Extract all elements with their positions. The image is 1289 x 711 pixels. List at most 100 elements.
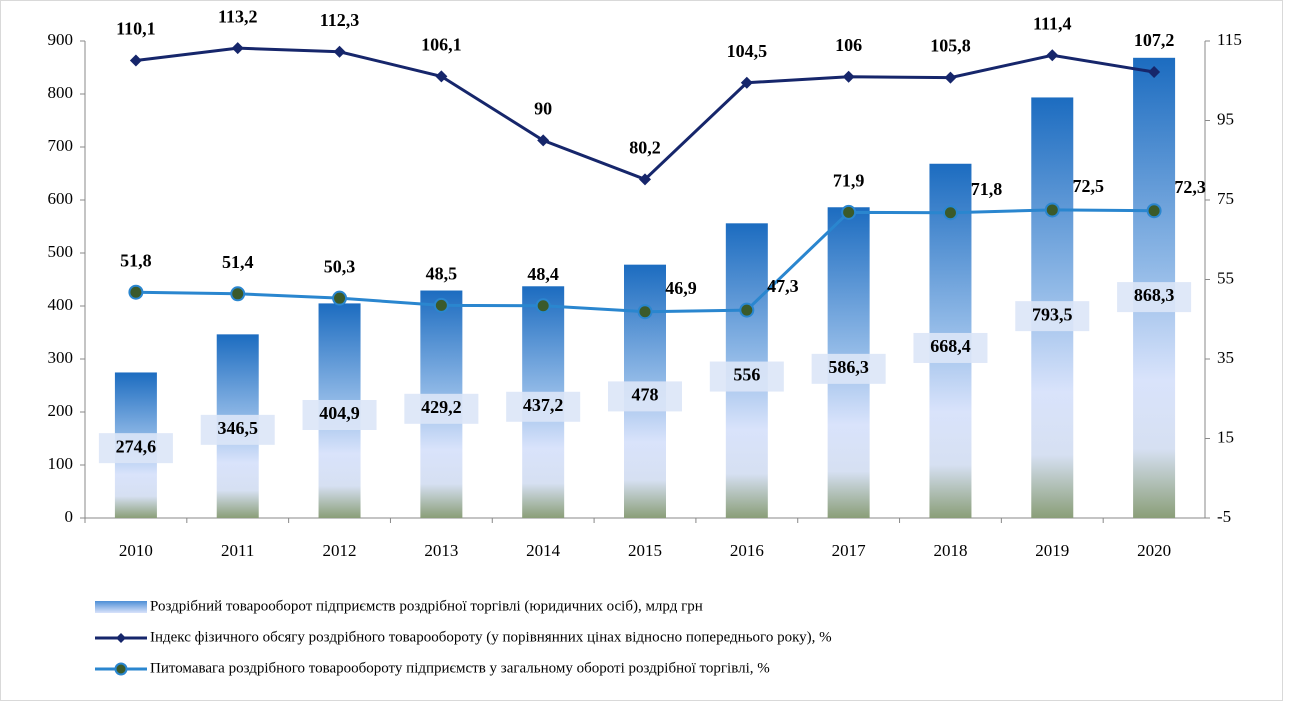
y2-tick-label: 35	[1217, 348, 1234, 367]
marker	[332, 290, 348, 306]
value-label: 106,1	[421, 35, 462, 55]
value-label: 868,3	[1134, 285, 1175, 305]
value-label-box	[1015, 301, 1090, 332]
y-tick-label: 600	[48, 189, 74, 208]
value-label: 71,9	[833, 170, 865, 190]
marker	[1046, 49, 1059, 62]
value-label: 437,2	[523, 395, 564, 415]
y-tick-label: 300	[48, 348, 74, 367]
y-tick-label: 400	[48, 295, 74, 314]
x-tick-label: 2017	[832, 541, 867, 560]
marker	[435, 70, 448, 83]
marker	[639, 173, 651, 186]
x-tick-label: 2011	[221, 541, 254, 560]
value-label-box	[200, 414, 275, 445]
value-label: 105,8	[930, 36, 971, 56]
legend-swatch	[95, 601, 147, 613]
value-label-box	[709, 361, 784, 392]
y2-tick-label: 115	[1217, 30, 1242, 49]
x-tick-label: 2010	[119, 541, 153, 560]
value-label: 668,4	[930, 336, 971, 356]
marker	[841, 204, 857, 220]
value-label: 51,4	[222, 252, 254, 272]
value-label-box	[811, 353, 886, 384]
y-tick-label: 0	[65, 507, 74, 526]
value-label: 50,3	[324, 256, 356, 276]
x-tick-label: 2013	[424, 541, 458, 560]
value-label-box	[506, 391, 581, 422]
marker	[230, 286, 246, 302]
value-label: 106	[835, 35, 862, 55]
marker	[637, 304, 653, 320]
value-label: 586,3	[828, 357, 869, 377]
marker	[333, 45, 346, 58]
marker	[740, 76, 753, 89]
y-tick-label: 700	[48, 136, 74, 155]
marker	[433, 297, 449, 313]
marker	[129, 54, 142, 67]
value-label: 429,2	[421, 397, 462, 417]
value-label: 793,5	[1032, 304, 1073, 324]
x-tick-label: 2012	[323, 541, 357, 560]
value-label: 556	[733, 365, 760, 385]
y-tick-label: 500	[48, 242, 74, 261]
legend-label: Індекс фізичного обсягу роздрібного това…	[150, 629, 832, 645]
value-label-box	[404, 393, 479, 424]
legend-label: Питомавага роздрібного товарообороту під…	[150, 660, 770, 676]
value-label: 72,3	[1174, 177, 1206, 197]
value-label: 80,2	[629, 137, 661, 157]
value-label-box	[98, 433, 173, 464]
value-label-box	[1117, 282, 1192, 313]
y-tick-label: 900	[48, 30, 74, 49]
marker	[1044, 202, 1060, 218]
y2-tick-label: 55	[1217, 268, 1234, 287]
x-tick-label: 2016	[730, 541, 764, 560]
value-label: 104,5	[727, 41, 768, 61]
marker	[1146, 203, 1162, 219]
x-tick-label: 2019	[1035, 541, 1069, 560]
value-label-box	[608, 381, 682, 412]
y2-tick-label: -5	[1217, 507, 1231, 526]
marker	[535, 298, 551, 314]
value-label: 90	[534, 99, 552, 119]
legend-marker	[116, 633, 126, 643]
x-tick-label: 2018	[933, 541, 967, 560]
marker	[944, 71, 957, 84]
value-label: 47,3	[767, 276, 799, 296]
y2-tick-label: 95	[1217, 109, 1234, 128]
x-tick-label: 2015	[628, 541, 662, 560]
value-label-box	[302, 399, 377, 430]
y2-tick-label: 15	[1217, 427, 1234, 446]
marker	[231, 42, 244, 55]
value-label: 404,9	[319, 403, 360, 423]
value-label: 48,5	[426, 263, 458, 283]
marker	[537, 134, 550, 147]
value-label: 48,4	[527, 264, 559, 284]
value-label: 112,3	[320, 10, 360, 30]
y-tick-label: 200	[48, 401, 74, 420]
marker	[128, 284, 144, 300]
y-tick-label: 800	[48, 83, 74, 102]
value-label: 274,6	[116, 436, 157, 456]
marker	[942, 205, 958, 221]
value-label: 46,9	[665, 278, 697, 298]
value-label: 478	[632, 385, 659, 405]
value-label: 107,2	[1134, 30, 1175, 50]
x-tick-label: 2020	[1137, 541, 1171, 560]
x-tick-label: 2014	[526, 541, 561, 560]
y-tick-label: 100	[48, 454, 74, 473]
value-label: 346,5	[217, 418, 258, 438]
marker	[1148, 66, 1161, 79]
value-label: 71,8	[971, 179, 1003, 199]
marker	[842, 70, 855, 83]
legend-marker	[114, 662, 128, 676]
value-label: 113,2	[218, 6, 258, 26]
value-label: 110,1	[116, 19, 156, 39]
line	[135, 46, 1155, 182]
value-label: 72,5	[1073, 176, 1105, 196]
value-label: 111,4	[1033, 13, 1072, 33]
value-label-box	[913, 332, 988, 363]
marker	[739, 302, 755, 318]
